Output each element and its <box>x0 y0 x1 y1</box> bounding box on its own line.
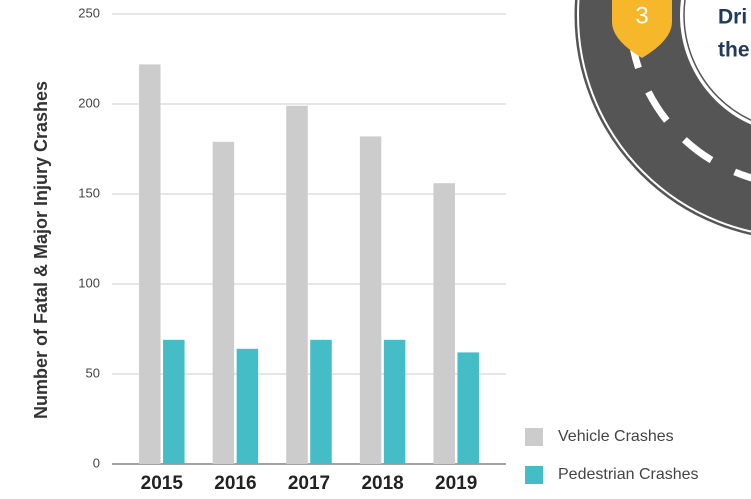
y-tick-label: 250 <box>78 5 100 20</box>
y-tick-label: 0 <box>93 455 100 470</box>
bar <box>163 340 185 464</box>
x-tick-label: 2017 <box>288 473 330 494</box>
x-tick-label: 2018 <box>361 473 403 494</box>
y-axis-label: Number of Fatal & Major Injury Crashes <box>31 81 51 419</box>
y-tick-label: 100 <box>78 275 100 290</box>
y-tick-label: 150 <box>78 185 100 200</box>
legend-label: Vehicle Crashes <box>558 428 674 445</box>
y-tick-label: 50 <box>86 365 100 380</box>
chart: 3 Dri the Number of Fatal & Major Injury… <box>0 0 751 499</box>
bar <box>139 64 161 464</box>
bar <box>360 136 382 464</box>
x-tick-label: 2015 <box>141 473 184 494</box>
bar <box>237 349 259 464</box>
bar <box>213 142 235 464</box>
bar <box>384 340 406 464</box>
bar <box>310 340 332 464</box>
x-tick-label: 2019 <box>435 473 477 494</box>
legend-swatch <box>525 428 543 446</box>
bar <box>433 183 455 464</box>
legend-swatch <box>525 466 543 484</box>
graphic-text: Dri <box>718 6 747 29</box>
legend-label: Pedestrian Crashes <box>558 466 699 483</box>
bar <box>457 352 479 464</box>
graphic-text: the <box>718 39 750 62</box>
road-graphic: 3 Dri the <box>575 0 751 240</box>
x-tick-label: 2016 <box>214 473 256 494</box>
y-tick-label: 200 <box>78 95 100 110</box>
marker-number: 3 <box>635 2 648 29</box>
bar <box>286 106 308 464</box>
